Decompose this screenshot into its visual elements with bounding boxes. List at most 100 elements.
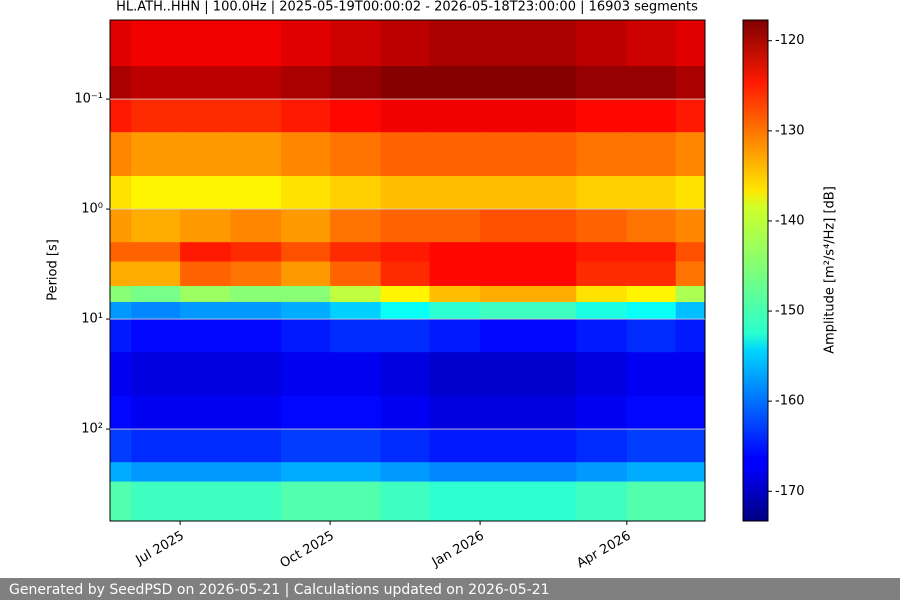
heatmap-cell xyxy=(330,285,382,303)
heatmap-cell xyxy=(480,319,532,353)
heatmap-cell xyxy=(110,242,132,263)
heatmap-cell xyxy=(131,99,181,133)
heatmap-cell xyxy=(380,462,431,483)
heatmap-cell xyxy=(180,285,232,303)
heatmap-cell xyxy=(230,20,282,67)
heatmap-cell xyxy=(480,429,532,463)
heatmap-cell xyxy=(110,132,132,177)
heatmap-cell xyxy=(576,429,628,463)
colorbar-tick-label: -140 xyxy=(775,213,805,228)
heatmap-cell xyxy=(230,99,282,133)
heatmap-cell xyxy=(429,481,481,522)
heatmap-cell xyxy=(530,395,577,430)
colorbar xyxy=(742,19,769,522)
heatmap-cell xyxy=(330,481,382,522)
heatmap-cell xyxy=(626,302,677,320)
x-tick-label: Jan 2026 xyxy=(429,529,487,571)
heatmap-cell xyxy=(576,319,628,353)
heatmap-cell xyxy=(180,20,232,67)
heatmap-cell xyxy=(110,99,132,133)
heatmap-cell xyxy=(110,481,132,522)
heatmap-cell xyxy=(480,395,532,430)
heatmap-cell xyxy=(380,302,431,320)
heatmap-cell xyxy=(576,242,628,263)
heatmap-cell xyxy=(380,242,431,263)
heatmap-cell xyxy=(110,429,132,463)
heatmap-cell xyxy=(180,462,232,483)
heatmap-cell xyxy=(230,462,282,483)
heatmap-cell xyxy=(530,20,577,67)
heatmap-cell xyxy=(675,132,706,177)
heatmap-cell xyxy=(330,429,382,463)
heatmap-cell xyxy=(480,261,532,287)
heatmap-cell xyxy=(429,242,481,263)
heatmap-cell xyxy=(230,319,282,353)
heatmap-cell xyxy=(480,481,532,522)
heatmap-cell xyxy=(330,395,382,430)
plot-frame xyxy=(109,19,706,522)
heatmap-cell xyxy=(230,429,282,463)
heatmap-cell xyxy=(131,20,181,67)
heatmap-cell xyxy=(110,65,132,100)
heatmap-cell xyxy=(626,99,677,133)
colorbar-tick-label: -150 xyxy=(775,304,805,319)
heatmap-cell xyxy=(110,302,132,320)
heatmap-cell xyxy=(180,242,232,263)
heatmap-cell xyxy=(429,209,481,243)
heatmap-cell xyxy=(576,20,628,67)
heatmap-cell xyxy=(380,352,431,397)
heatmap-cell xyxy=(380,261,431,287)
heatmap-cell xyxy=(281,175,331,210)
heatmap-cell xyxy=(131,65,181,100)
heatmap-cell xyxy=(429,65,481,100)
heatmap-cell xyxy=(675,261,706,287)
heatmap-cell xyxy=(480,175,532,210)
heatmap-cell xyxy=(576,395,628,430)
heatmap-cell xyxy=(180,319,232,353)
heatmap-cell xyxy=(480,462,532,483)
heatmap-cell xyxy=(230,285,282,303)
heatmap-cell xyxy=(675,99,706,133)
heatmap-cell xyxy=(626,429,677,463)
heatmap-cell xyxy=(131,285,181,303)
heatmap-cell xyxy=(675,65,706,100)
heatmap-cell xyxy=(281,429,331,463)
heatmap-cell xyxy=(330,175,382,210)
heatmap-cell xyxy=(330,462,382,483)
heatmap-cell xyxy=(530,429,577,463)
heatmap-cell xyxy=(330,352,382,397)
heatmap-cell xyxy=(480,209,532,243)
heatmap-cell xyxy=(380,395,431,430)
heatmap-cell xyxy=(675,20,706,67)
heatmap-cell xyxy=(429,352,481,397)
heatmap-cell xyxy=(480,65,532,100)
heatmap-cell xyxy=(281,352,331,397)
heatmap-cell xyxy=(131,395,181,430)
heatmap-cell xyxy=(576,175,628,210)
heatmap-cell xyxy=(626,352,677,397)
heatmap-cell xyxy=(429,20,481,67)
heatmap-cell xyxy=(530,99,577,133)
heatmap-cell xyxy=(230,481,282,522)
heatmap-cell xyxy=(380,99,431,133)
heatmap-cell xyxy=(330,302,382,320)
heatmap-cell xyxy=(380,175,431,210)
heatmap xyxy=(110,20,706,522)
heatmap-cell xyxy=(230,65,282,100)
heatmap-cell xyxy=(576,99,628,133)
heatmap-cell xyxy=(480,242,532,263)
heatmap-cell xyxy=(530,481,577,522)
heatmap-cell xyxy=(380,20,431,67)
heatmap-cell xyxy=(230,132,282,177)
heatmap-cell xyxy=(530,261,577,287)
heatmap-cell xyxy=(180,261,232,287)
heatmap-cell xyxy=(429,302,481,320)
heatmap-cell xyxy=(131,429,181,463)
heatmap-cell xyxy=(480,20,532,67)
heatmap-cell xyxy=(131,481,181,522)
heatmap-cell xyxy=(675,352,706,397)
heatmap-cell xyxy=(480,352,532,397)
y-axis-label: Period [s] xyxy=(46,239,61,301)
footer-text: Generated by SeedPSD on 2026-05-21 | Cal… xyxy=(9,582,550,598)
heatmap-cell xyxy=(429,395,481,430)
